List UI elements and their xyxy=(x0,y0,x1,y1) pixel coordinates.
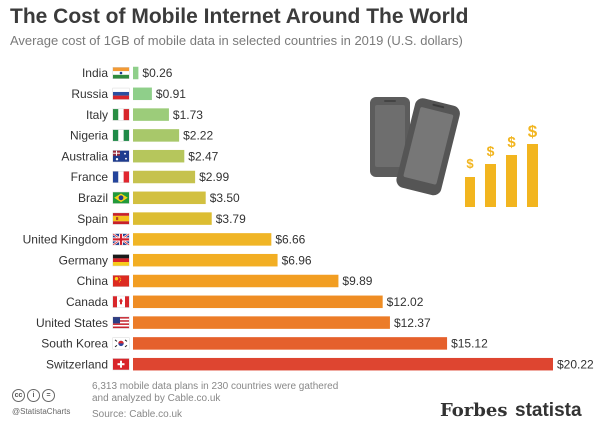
value-label: $9.89 xyxy=(342,274,372,288)
china-flag-icon xyxy=(112,275,130,287)
bar xyxy=(133,149,185,163)
category-label: Canada xyxy=(66,295,108,309)
switzerland-flag-icon xyxy=(112,358,130,371)
bar xyxy=(133,66,139,80)
india-flag-icon xyxy=(112,67,130,79)
category-label: United States xyxy=(36,316,108,330)
bar xyxy=(133,170,196,184)
bar xyxy=(133,316,390,329)
category-label: Russia xyxy=(71,87,108,101)
value-label: $3.79 xyxy=(216,212,246,226)
category-label: Nigeria xyxy=(70,129,108,143)
svg-text:$: $ xyxy=(507,134,516,151)
methodology-note: 6,313 mobile data plans in 230 countries… xyxy=(92,381,339,404)
phone-icon xyxy=(396,98,460,196)
bar xyxy=(133,357,553,371)
uk-flag-icon xyxy=(112,232,130,246)
bar xyxy=(133,191,206,205)
bar xyxy=(133,233,272,246)
category-label: Switzerland xyxy=(46,357,108,371)
svg-text:$: $ xyxy=(466,156,474,171)
france-flag-icon xyxy=(112,171,130,183)
germany-flag-icon xyxy=(112,254,130,267)
bar xyxy=(133,108,169,121)
value-label: $12.37 xyxy=(394,316,431,330)
value-label: $2.47 xyxy=(188,149,218,163)
bar xyxy=(133,87,152,101)
bar xyxy=(133,295,383,309)
category-label: Brazil xyxy=(78,191,108,205)
svg-text:$: $ xyxy=(487,143,495,159)
chart-subtitle: Average cost of 1GB of mobile data in se… xyxy=(10,33,463,48)
bar xyxy=(133,129,180,142)
no-derivatives-icon: = xyxy=(42,389,55,402)
bar xyxy=(133,274,339,288)
value-label: $6.66 xyxy=(275,233,305,247)
value-label: $6.96 xyxy=(282,253,312,267)
category-label: India xyxy=(82,66,108,80)
svg-text:$: $ xyxy=(528,122,538,141)
chart-title: The Cost of Mobile Internet Around The W… xyxy=(10,5,469,28)
value-label: $0.91 xyxy=(156,87,186,101)
value-label: $0.26 xyxy=(142,66,172,80)
category-label: Spain xyxy=(77,212,108,226)
category-label: China xyxy=(77,274,109,288)
bar xyxy=(133,337,448,350)
canada-flag-icon xyxy=(112,295,130,308)
cc-icon: cc xyxy=(12,389,25,402)
spain-flag-icon xyxy=(112,212,130,225)
category-label: Germany xyxy=(59,253,108,267)
russia-flag-icon xyxy=(112,87,130,100)
attribution-icon: i xyxy=(27,389,40,402)
nigeria-flag-icon xyxy=(112,129,130,142)
mobile-cost-illustration: $ $ $ $ xyxy=(370,97,538,207)
value-label: $1.73 xyxy=(173,108,203,122)
dollar-bars-icon: $ $ $ $ xyxy=(465,122,538,207)
phone-icon xyxy=(370,97,410,177)
usa-flag-icon xyxy=(112,316,130,329)
value-label: $15.12 xyxy=(451,337,488,351)
license-icons: cc i = xyxy=(12,389,55,402)
australia-flag-icon xyxy=(112,150,130,163)
statista-logo: statista xyxy=(515,400,582,421)
statista-handle: @StatistaCharts xyxy=(12,407,71,416)
value-label: $20.22 xyxy=(557,357,594,371)
category-label: France xyxy=(71,170,109,184)
category-label: United Kingdom xyxy=(23,233,108,247)
forbes-logo: Forbes xyxy=(440,400,508,421)
category-label: South Korea xyxy=(41,337,108,351)
value-label: $2.99 xyxy=(199,170,229,184)
bar xyxy=(133,253,278,267)
footer: cc i = @StatistaCharts 6,313 mobile data… xyxy=(0,376,607,428)
value-label: $12.02 xyxy=(387,295,424,309)
bar-chart: India $0.26 Russia $0.91 Italy $1.73 Nigeria $2… xyxy=(23,66,594,371)
south-korea-flag-icon xyxy=(112,337,130,350)
bar xyxy=(133,212,212,225)
source-note: Source: Cable.co.uk xyxy=(92,409,183,420)
value-label: $3.50 xyxy=(210,191,240,205)
category-label: Italy xyxy=(86,108,108,122)
brazil-flag-icon xyxy=(112,191,130,204)
category-label: Australia xyxy=(61,149,108,163)
italy-flag-icon xyxy=(112,108,130,121)
value-label: $2.22 xyxy=(183,129,213,143)
